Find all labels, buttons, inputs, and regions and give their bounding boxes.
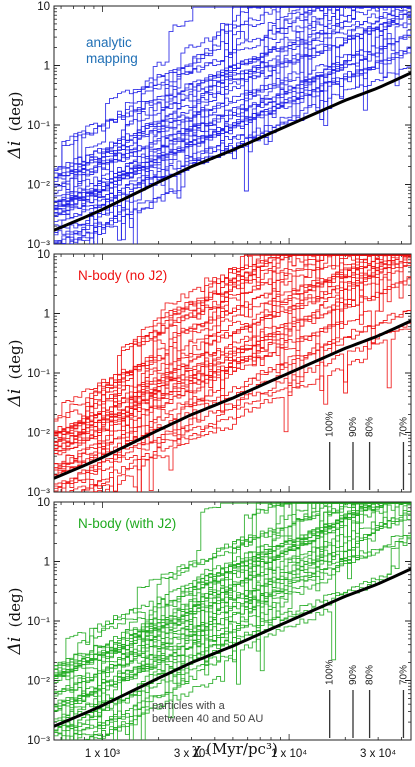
trajectory-line xyxy=(54,328,411,492)
panel-2: 10 1 10⁻¹ 10⁻² 10⁻³ Δi (deg) N-body (no J2) 100… xyxy=(5,249,412,499)
trajectory-line xyxy=(54,254,411,446)
y-axis-label-symbol: Δi xyxy=(5,631,25,655)
panel-3: 10 1 10⁻¹ 10⁻² 10⁻³ Δi (deg) N-body (with J2) 1… xyxy=(5,497,412,747)
trajectory-line xyxy=(93,502,411,740)
x-tick-labels: 1 x 10³ 3 x 10³ 1 x 10⁴ 3 x 10⁴ xyxy=(85,748,396,760)
y-tick-label: 10⁻³ xyxy=(27,735,50,747)
y-tick-label: 10⁻¹ xyxy=(27,368,50,380)
y-tick-label: 10⁻² xyxy=(27,180,50,192)
trajectory-line xyxy=(54,502,411,679)
trajectory-line xyxy=(54,502,411,677)
x-tick-label: 3 x 10⁴ xyxy=(360,748,396,760)
y-tick-label: 10⁻³ xyxy=(27,487,50,499)
trajectory-line xyxy=(57,6,411,244)
y-axis-label-unit: (deg) xyxy=(6,340,24,380)
reference-curve xyxy=(54,319,411,480)
y-axis-label: Δi (deg) xyxy=(5,92,25,160)
trajectory-line xyxy=(54,254,411,452)
x-tick-label: 3 x 10³ xyxy=(174,748,209,760)
trajectory-line xyxy=(69,502,411,740)
percentile-label: 70% xyxy=(398,665,409,685)
annotation-text: between 40 and 50 AU xyxy=(152,713,263,725)
trajectory-line xyxy=(89,502,411,740)
trajectory-line xyxy=(54,254,411,450)
y-axis-label-symbol: Δi xyxy=(5,383,25,407)
trajectory-line xyxy=(89,254,411,492)
y-tick-label: 10 xyxy=(37,1,50,13)
y-tick-label: 10⁻¹ xyxy=(27,616,50,628)
trajectory-line xyxy=(54,277,411,477)
reference-curve xyxy=(54,567,411,728)
panel-label: N-body (no J2) xyxy=(78,268,167,283)
percentile-label: 90% xyxy=(348,665,359,685)
trajectory-line xyxy=(54,254,411,466)
y-tick-label: 10⁻² xyxy=(27,676,50,688)
percentile-label: 80% xyxy=(365,417,376,437)
y-tick-label: 1 xyxy=(44,557,50,569)
y-axis-label: Δi (deg) xyxy=(5,340,25,408)
y-axis-label-unit: (deg) xyxy=(6,92,24,132)
trajectory-line xyxy=(54,6,411,227)
panel-label: mapping xyxy=(86,51,138,66)
panel-label: analytic xyxy=(86,35,132,50)
x-axis-label: χ (Myr/pc³) xyxy=(192,740,278,758)
trajectory-line xyxy=(69,49,411,244)
trajectory-line xyxy=(54,254,411,433)
trajectory-line xyxy=(54,7,411,209)
trajectories xyxy=(54,502,411,740)
trajectory-line xyxy=(54,6,411,210)
y-tick-label: 1 xyxy=(44,61,50,73)
y-tick-label: 1 xyxy=(44,309,50,321)
y-axis-label: Δi (deg) xyxy=(5,588,25,656)
y-axis-label-symbol: Δi xyxy=(5,135,25,159)
trajectory-line xyxy=(54,254,411,446)
trajectory-line xyxy=(54,254,411,471)
y-tick-label: 10 xyxy=(37,249,50,261)
trajectory-line xyxy=(54,29,411,244)
trajectory-line xyxy=(54,6,411,218)
percentile-label: 80% xyxy=(365,665,376,685)
trajectories xyxy=(54,254,411,492)
trajectory-line xyxy=(54,254,411,438)
trajectory-line xyxy=(54,7,411,194)
percentile-label: 90% xyxy=(348,417,359,437)
trajectory-line xyxy=(69,320,411,492)
y-tick-label: 10⁻¹ xyxy=(27,120,50,132)
percentile-label: 100% xyxy=(325,659,336,685)
trajectory-line xyxy=(54,502,411,695)
reference-curve xyxy=(54,71,411,232)
y-tick-label: 10⁻³ xyxy=(27,239,50,251)
y-tick-label: 10 xyxy=(37,497,50,509)
percentile-label: 70% xyxy=(398,417,409,437)
trajectories xyxy=(54,6,411,244)
trajectory-line xyxy=(54,502,411,678)
trajectory-line xyxy=(54,6,411,176)
trajectory-line xyxy=(54,502,411,740)
trajectory-line xyxy=(85,532,411,740)
y-axis-label-unit: (deg) xyxy=(6,588,24,628)
x-tick-label: 1 x 10³ xyxy=(85,748,120,760)
trajectory-line xyxy=(93,304,411,492)
y-tick-label: 10⁻² xyxy=(27,428,50,440)
trajectory-line xyxy=(69,11,411,244)
panel-label: N-body (with J2) xyxy=(78,516,176,531)
percentile-label: 100% xyxy=(325,411,336,437)
annotation-text: particles with a xyxy=(152,700,226,712)
x-tick-label: 1 x 10⁴ xyxy=(271,748,307,760)
